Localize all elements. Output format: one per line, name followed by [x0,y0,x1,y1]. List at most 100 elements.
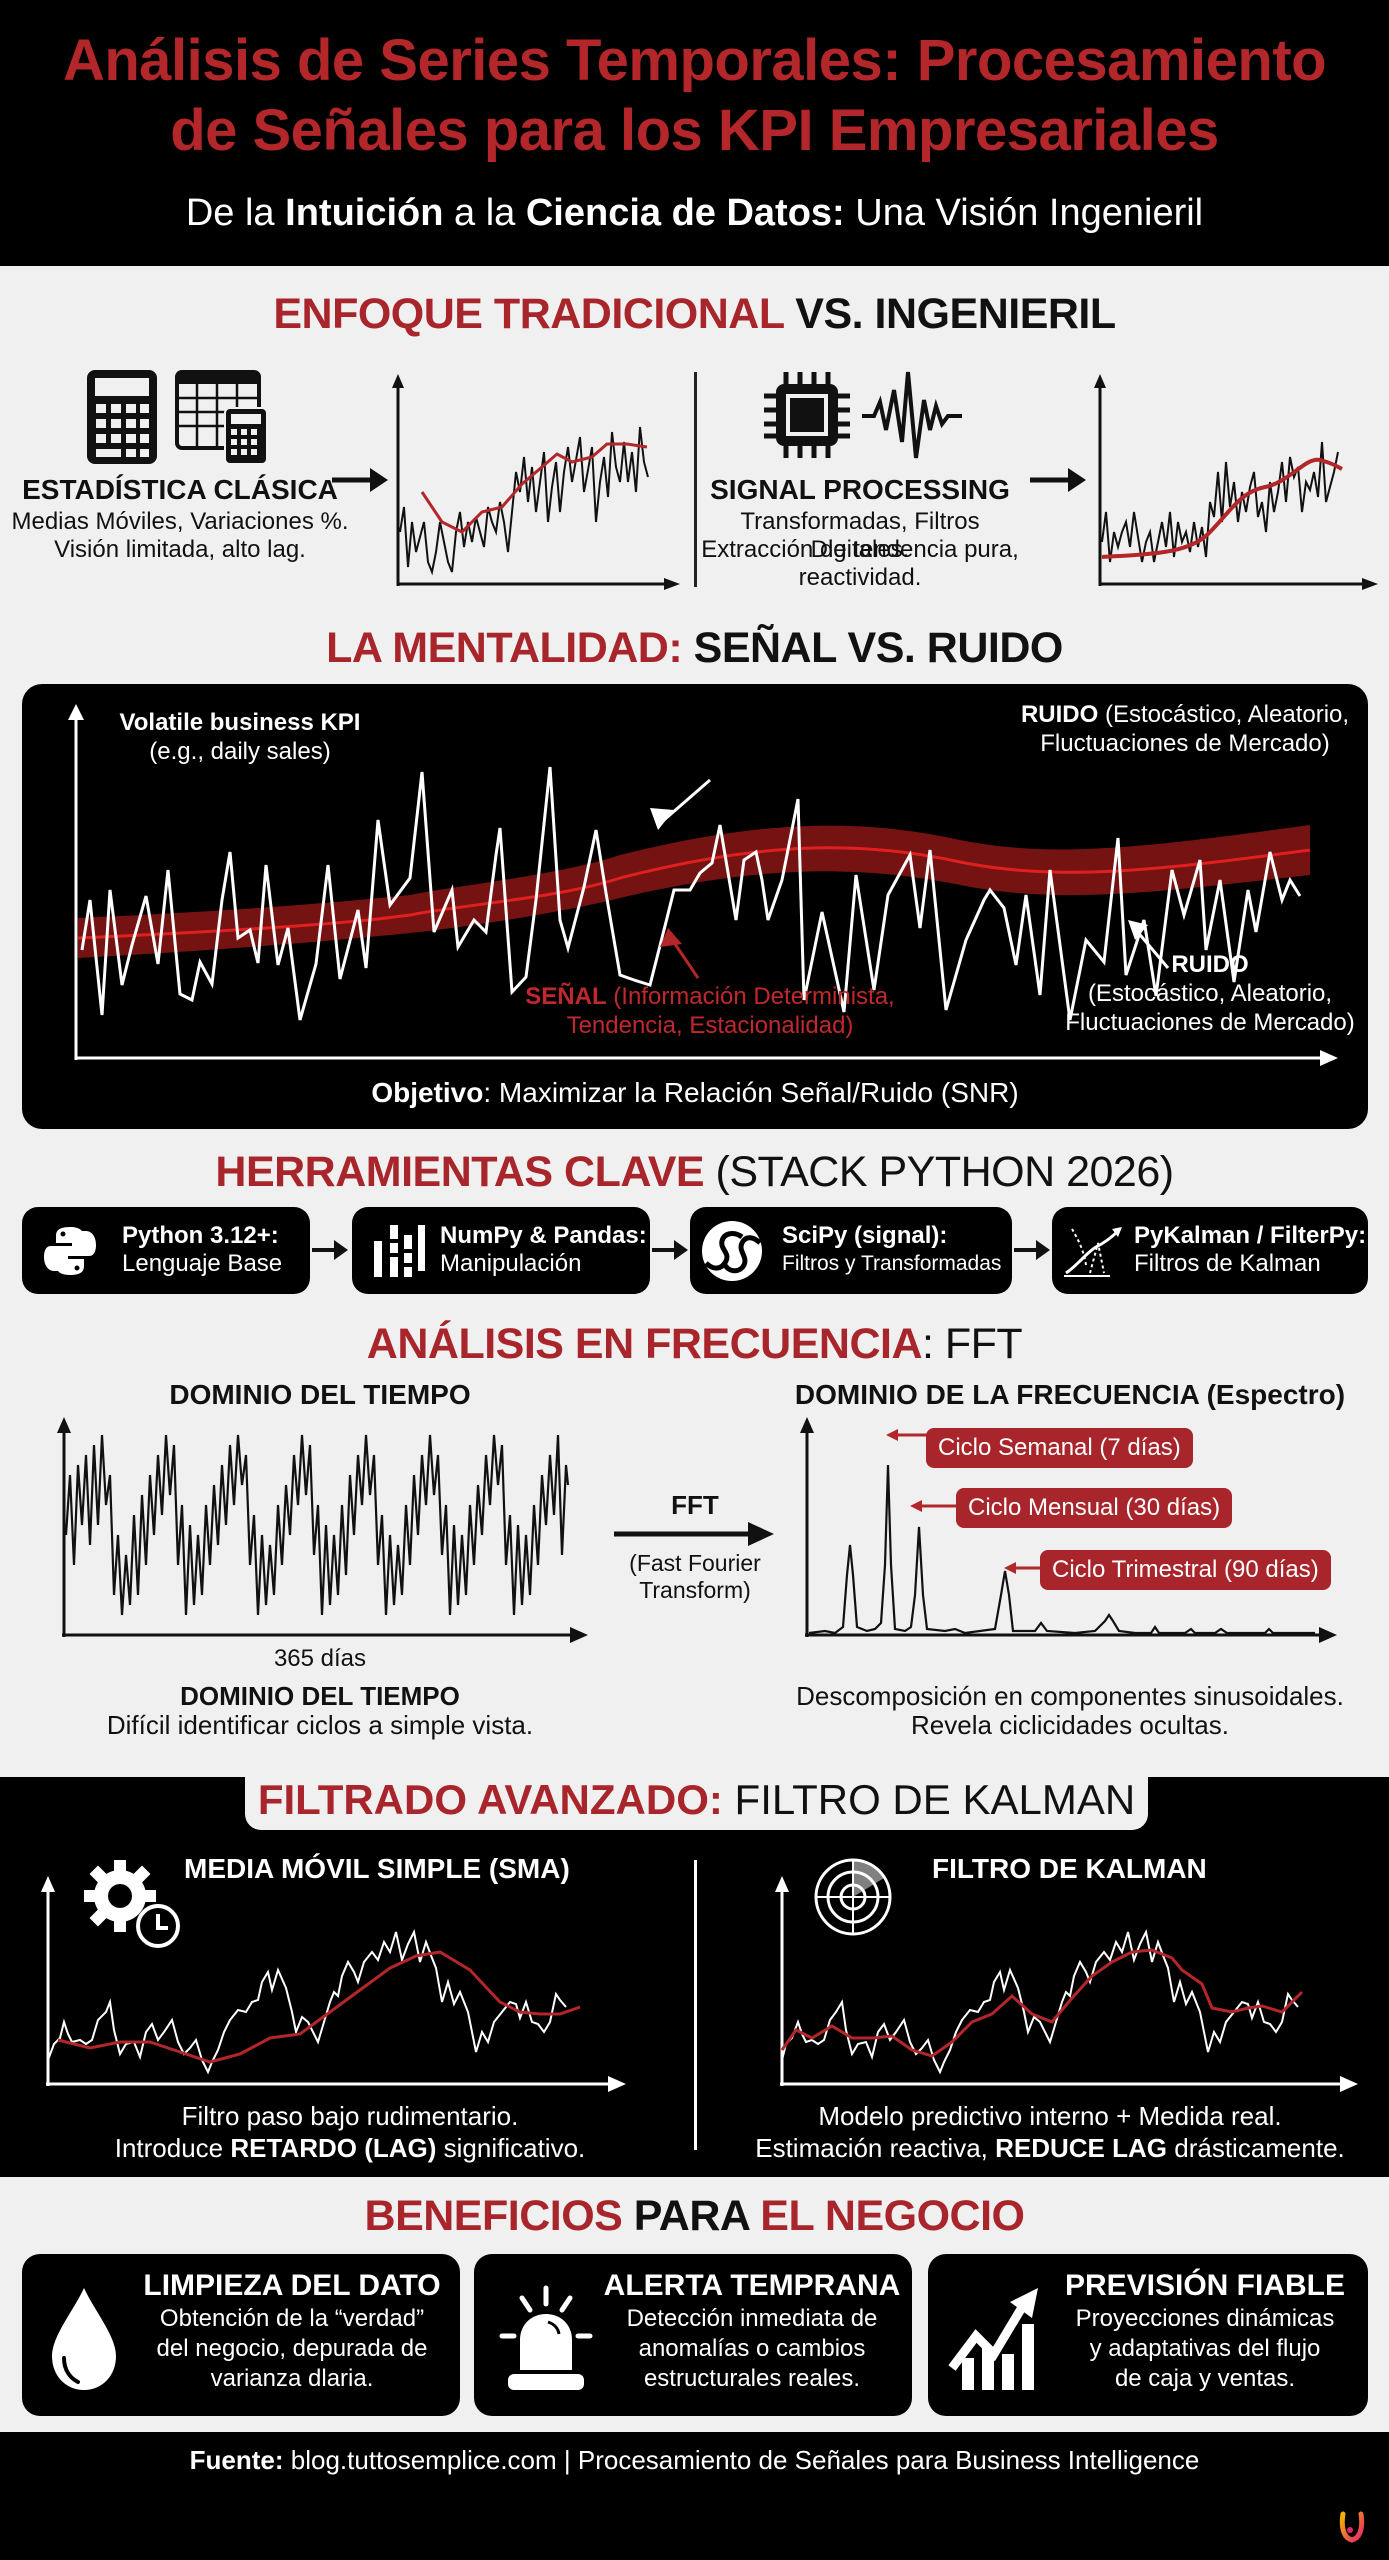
objective-bold: Objetivo [371,1077,484,1108]
peak-label-quarterly: Ciclo Trimestral (90 días) [1040,1550,1331,1590]
filtering-title: FILTRADO AVANZADO: FILTRO DE KALMAN [245,1772,1148,1828]
page-subtitle: De la Intuición a la Ciencia de Datos: U… [0,188,1389,238]
spreadsheet-icon [175,370,268,465]
kalman-desc-1: Modelo predictivo interno + Medida real. [818,2101,1282,2131]
noise-label-bottom: RUIDO (Estocástico, Aleatorio, Fluctuacion… [1060,950,1360,1037]
subtitle-bold: Intuición [285,192,444,234]
fft-sub-line: (Fast Fourier [629,1550,761,1576]
engineering-chart [1094,374,1378,590]
title-red: EL NEGOCIO [760,2192,1025,2240]
kalman-icon [1064,1227,1122,1277]
benefits-title: BENEFICIOS PARA EL NEGOCIO [0,2190,1389,2242]
title-line-1: Análisis de Series Temporales: Procesami… [62,28,1327,93]
fft-arrow-sub: (Fast Fourier Transform) [610,1550,780,1604]
python-icon [44,1227,96,1275]
title-dark: VS. INGENIERIL [783,290,1116,338]
footer-source-label: Fuente: [189,2445,284,2475]
fft-title: ANÁLISIS EN FRECUENCIA: FFT [0,1318,1389,1370]
title-dark: SEÑAL VS. RUIDO [682,624,1064,672]
title-red: ANÁLISIS EN FRECUENCIA [366,1320,923,1368]
time-domain-title: DOMINIO DEL TIEMPO [169,1379,471,1410]
tool-card-scipy: SciPy (signal): Filtros y Transformadas [690,1207,1012,1294]
tool-card-numpy-pandas: NumPy & Pandas: Manipulación [352,1207,650,1294]
drop-icon [52,2288,116,2390]
title-red: HERRAMIENTAS CLAVE [215,1148,705,1196]
tool-card-python: Python 3.12+: Lenguaje Base [22,1207,310,1294]
brand-logo-icon [1339,2511,1365,2543]
tool-card-pykalman: PyKalman / FilterPy: Filtros de Kalman [1052,1207,1368,1294]
benefit-title: PREVISIÓN FIABLE [1064,2269,1346,2302]
subtitle-part: a la [443,192,526,234]
time-caption-title: DOMINIO DEL TIEMPO [180,1681,460,1711]
chip-waveform-icons [764,371,962,459]
time-caption: Difícil identificar ciclos a simple vist… [106,1710,534,1740]
snr-chart [68,704,1338,1066]
tool-name: SciPy (signal): [782,1222,948,1249]
benefit-desc: anomalías o cambios [638,2335,866,2362]
growth-chart-icon [948,2288,1038,2390]
benefit-desc: de caja y ventas. [1114,2365,1296,2392]
freq-domain-title: DOMINIO DE LA FRECUENCIA (Espectro) [794,1379,1346,1410]
filtering-divider [694,1860,697,2150]
tool-desc: Lenguaje Base [122,1250,283,1277]
tools-title: HERRAMIENTAS CLAVE (STACK PYTHON 2026) [0,1146,1389,1198]
title-red: ENFOQUE TRADICIONAL [273,290,784,338]
signal-text: (Información Determinista, [606,983,895,1010]
radar-icon [814,1858,892,1936]
benefit-desc: Obtención de la “verdad” [159,2305,425,2332]
sma-text: Introduce [114,2133,231,2163]
noise-bold: RUIDO [1020,701,1099,728]
footer [0,2432,1389,2560]
objective-rest: : Maximizar la Relación Señal/Ruido (SNR… [483,1077,1019,1108]
siren-icon [499,2285,593,2390]
tool-name: NumPy & Pandas: [440,1222,647,1249]
peak-label-weekly: Ciclo Semanal (7 días) [926,1428,1193,1468]
subtitle-part: Una Visión Ingenieril [844,192,1204,234]
traditional-desc-1: Medias Móviles, Variaciones %. [11,508,349,535]
header-banner [0,0,1389,266]
engineering-desc-2: Extracción de tendencia pura, [701,536,1019,563]
traditional-desc-2: Visión limitada, alto lag. [54,536,306,563]
noise-text: (Estocástico, Aleatorio, [1098,701,1350,728]
tool-desc: Filtros y Transformadas [782,1252,1002,1275]
freq-caption-1: Descomposición en componentes sinusoidal… [796,1681,1344,1711]
time-axis-label: 365 días [273,1645,367,1672]
kalman-chart [775,1876,1358,2092]
engineering-desc-1: Transformadas, Filtros Digitales. [740,508,980,563]
gear-clock-icon [84,1860,180,1948]
freq-caption-2: Revela ciclicidades ocultas. [911,1710,1229,1740]
fft-arrow-label: FFT [671,1490,719,1520]
sma-text: significativo. [436,2133,586,2163]
arrow-right-icon [1030,468,1086,492]
time-domain-chart [57,1417,588,1643]
objective-text: Objetivo: Maximizar la Relación Señal/Ru… [22,1076,1368,1110]
engineering-desc-3: reactividad. [798,564,922,591]
kalman-title: FILTRO DE KALMAN [932,1853,1207,1884]
comparison-divider [694,372,697,587]
traditional-heading: ESTADÍSTICA CLÁSICA [22,474,338,505]
calculator-spreadsheet-icons [87,370,268,465]
title-dark: PARA [622,2192,761,2240]
mindset-title: LA MENTALIDAD: SEÑAL VS. RUIDO [0,622,1389,674]
title-red: LA MENTALIDAD: [326,624,683,672]
traditional-chart [392,374,680,590]
title-dark: : FFT [922,1320,1023,1368]
benefit-card-forecast: PREVISIÓN FIABLE Proyecciones dinámicas y … [928,2254,1368,2416]
subtitle-part: De la [185,192,286,234]
arrow-right-icon [332,468,388,492]
sma-desc-2: Introduce RETARDO (LAG) significativo. [40,2132,660,2164]
subtitle-bold: Ciencia de Datos: [525,192,845,234]
arrow-right-icon [652,1240,688,1260]
title-line-2: de Señales para los KPI Empresariales [170,98,1219,163]
signal-bold: SEÑAL [525,983,607,1010]
footer-source-text: blog.tuttosemplice.com | Procesamiento d… [283,2445,1200,2475]
signal-line [77,846,1311,940]
chip-icon [764,372,850,458]
signal-text: Tendencia, Estacionalidad) [566,1012,854,1039]
y-label-title: Volatile business KPI [119,709,361,736]
fft-sub-line: Transform) [639,1577,751,1603]
title-red: BENEFICIOS [364,2192,623,2240]
title-dark: (STACK PYTHON 2026) [704,1148,1175,1196]
benefit-title: LIMPIEZA DEL DATO [143,2269,441,2302]
tool-desc: Manipulación [440,1250,582,1277]
